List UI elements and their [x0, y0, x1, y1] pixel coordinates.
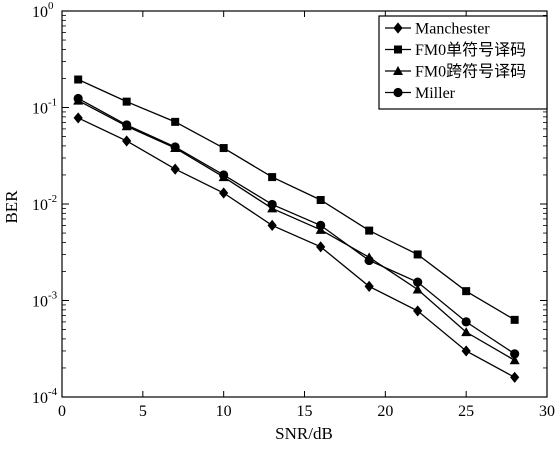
data-point-manchester — [219, 187, 229, 199]
x-tick-label: 20 — [377, 403, 393, 420]
legend-box — [378, 15, 548, 110]
y-tick-label: 10-1 — [32, 97, 57, 118]
data-point-fm0-1 — [462, 287, 471, 296]
data-point-fm0-2 — [412, 284, 423, 294]
legend: Manchester FM0单符号译码 FM0跨符号译码 Miller — [378, 15, 548, 110]
data-point-fm0-2 — [509, 355, 520, 365]
x-tick-label: 15 — [297, 403, 313, 420]
y-tick-label: 10-3 — [32, 290, 58, 311]
series-line-fm0-1 — [77, 78, 515, 321]
data-point-manchester — [122, 135, 132, 147]
data-point-manchester — [267, 219, 277, 232]
data-point-miller — [316, 220, 326, 231]
data-point-fm0-1 — [171, 117, 180, 126]
legend-marker-fm0-2 — [393, 66, 403, 75]
data-point-miller — [170, 142, 180, 152]
legend-marker-miller — [393, 87, 403, 98]
y-tick-label: 10-2 — [32, 193, 57, 214]
data-point-fm0-1 — [316, 196, 325, 205]
legend-label-fm0-1: FM0单符号译码 — [415, 41, 526, 59]
data-point-miller — [73, 93, 83, 104]
data-point-miller — [510, 349, 520, 359]
data-point-fm0-1 — [365, 226, 374, 235]
legend-label-miller: Miller — [415, 85, 456, 102]
data-point-manchester — [170, 163, 180, 175]
data-point-miller — [219, 170, 229, 180]
x-tick-label: 30 — [539, 403, 555, 420]
data-point-miller — [122, 120, 132, 130]
y-tick-label-base: 10 — [32, 294, 48, 311]
y-tick-label-exponent: -3 — [48, 290, 58, 302]
y-tick-label-exponent: -2 — [48, 193, 57, 205]
data-point-manchester — [461, 345, 471, 357]
data-point-fm0-1 — [413, 250, 422, 259]
y-axis-title: BER — [2, 190, 21, 224]
plot-layer — [73, 75, 520, 383]
x-tick-label: 25 — [458, 403, 474, 420]
x-axis-title: SNR/dB — [275, 424, 333, 443]
y-tick-label-base: 10 — [32, 197, 48, 214]
y-tick-label: 100 — [32, 0, 54, 21]
data-point-miller — [413, 277, 423, 287]
x-tick-label: 0 — [58, 403, 66, 420]
x-tick-label: 5 — [139, 403, 147, 420]
y-tick-label-base: 10 — [32, 390, 48, 407]
data-point-fm0-1 — [219, 144, 228, 153]
data-point-manchester — [364, 280, 374, 292]
y-tick-label-base: 10 — [32, 101, 48, 118]
legend-label-fm0-2: FM0跨符号译码 — [415, 63, 526, 81]
data-point-fm0-1 — [510, 315, 519, 324]
data-point-miller — [461, 317, 471, 327]
data-point-miller — [267, 199, 277, 210]
series-line-miller — [77, 97, 516, 355]
data-point-manchester — [510, 371, 520, 383]
data-point-miller — [364, 255, 374, 266]
y-tick-label-base: 10 — [32, 4, 48, 21]
y-tick-label: 10-4 — [32, 386, 58, 407]
data-point-fm0-1 — [122, 97, 131, 106]
data-point-fm0-1 — [268, 173, 277, 182]
y-tick-label-exponent: 0 — [48, 0, 54, 12]
data-point-manchester — [413, 305, 423, 317]
y-tick-label-exponent: -1 — [48, 97, 57, 109]
legend-label-manchester: Manchester — [415, 21, 490, 38]
x-tick-label: 10 — [216, 403, 232, 420]
legend-marker-fm0-1 — [394, 45, 402, 54]
data-point-fm0-1 — [74, 75, 83, 84]
data-point-manchester — [316, 241, 326, 253]
series-line-manchester — [77, 117, 515, 378]
series-line-fm0-2 — [77, 99, 515, 361]
data-point-fm0-2 — [461, 327, 472, 337]
legend-marker-manchester — [393, 22, 403, 34]
data-point-manchester — [73, 112, 83, 124]
y-tick-label-exponent: -4 — [48, 386, 58, 398]
